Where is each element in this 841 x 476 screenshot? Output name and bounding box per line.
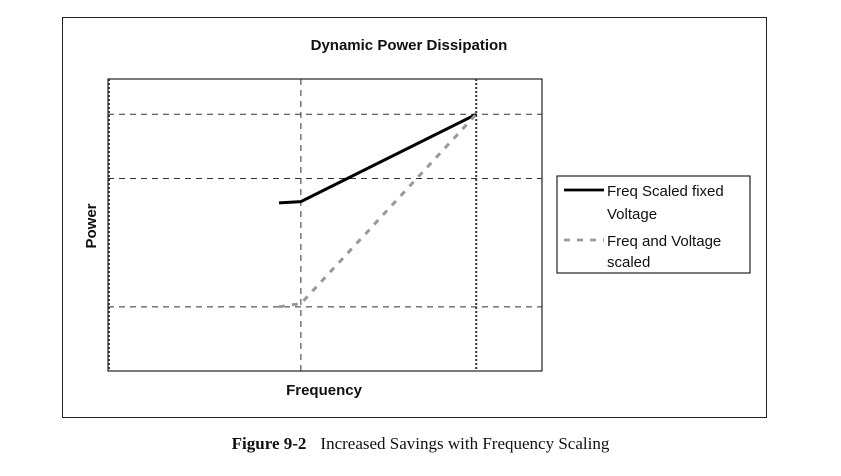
series-layer (278, 112, 478, 309)
y-axis-label: Power (83, 203, 100, 248)
grid (108, 79, 542, 371)
x-axis-label: Frequency (286, 382, 363, 399)
legend-label-1a: Freq Scaled fixed (607, 183, 724, 200)
figure-caption: Figure 9-2 Increased Savings with Frequen… (0, 434, 841, 454)
legend-label-1b: Voltage (607, 206, 657, 223)
series-line-2 (278, 113, 478, 309)
caption-number: Figure 9-2 (231, 434, 307, 453)
chart-title: Dynamic Power Dissipation (311, 37, 508, 54)
legend-box (556, 175, 751, 274)
series-line-1 (278, 112, 477, 205)
figure-frame (62, 17, 767, 418)
legend-label-2a: Freq and Voltage (607, 233, 721, 250)
legend-label-2b: scaled (607, 254, 650, 271)
legend: Freq Scaled fixed Voltage Freq and Volta… (556, 175, 751, 274)
caption-text: Increased Savings with Frequency Scaling (320, 434, 610, 453)
